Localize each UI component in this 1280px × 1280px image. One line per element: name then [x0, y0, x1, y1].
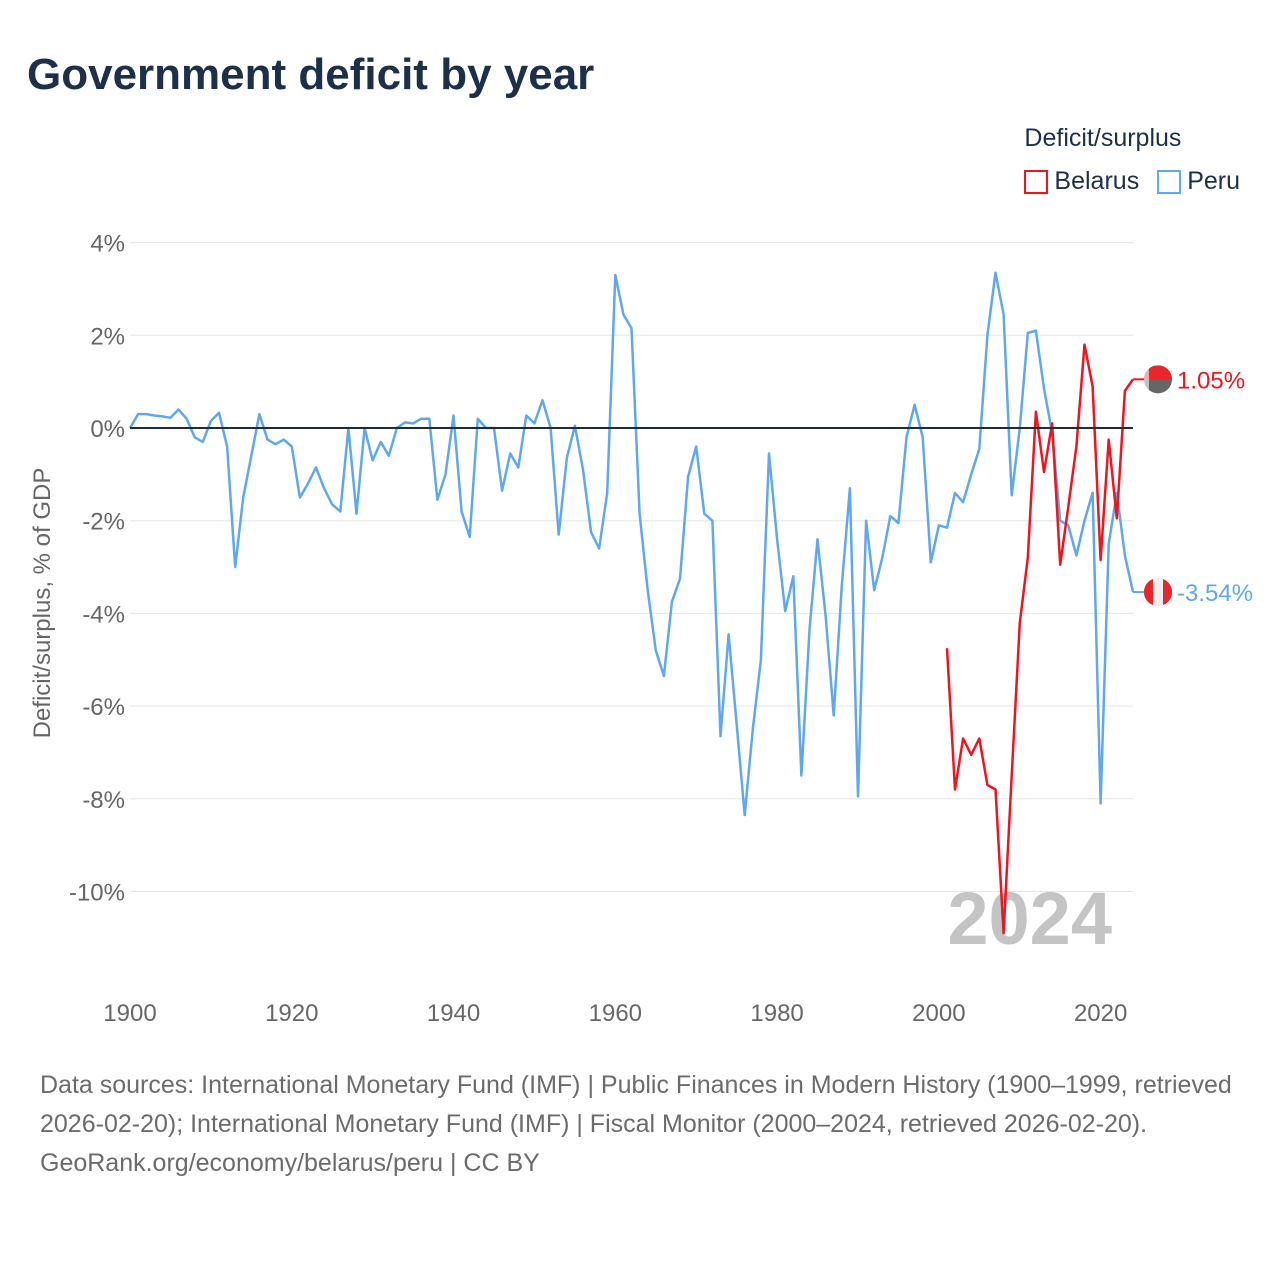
x-tick-label: 1960 [589, 1000, 642, 1027]
legend-item-peru[interactable]: Peru [1157, 167, 1240, 196]
data-sources: Data sources: International Monetary Fun… [40, 1071, 1232, 1138]
y-tick-label: 0% [90, 416, 125, 443]
legend: Deficit/surplus Belarus Peru [1024, 124, 1240, 196]
y-tick-label: -8% [82, 787, 125, 814]
x-tick-label: 1920 [265, 1000, 318, 1027]
series-line-belarus [945, 343, 1135, 935]
y-tick-label: -2% [82, 509, 125, 536]
x-tick-label: 1900 [103, 1000, 156, 1027]
series-line-peru [128, 271, 1135, 817]
legend-label-peru: Peru [1187, 167, 1240, 195]
legend-swatch-belarus [1024, 169, 1049, 194]
flag-belarus-ornament [1144, 365, 1149, 394]
legend-swatch-peru [1157, 169, 1182, 194]
x-tick-label: 1940 [427, 1000, 480, 1027]
footer: Data sources: International Monetary Fun… [40, 1066, 1240, 1183]
y-tick-label: 2% [90, 323, 125, 350]
flag-peru-left [1143, 578, 1153, 606]
y-tick-label: -6% [82, 694, 125, 721]
legend-item-belarus[interactable]: Belarus [1024, 167, 1139, 196]
y-tick-label: -4% [82, 601, 125, 628]
y-tick-label: -10% [69, 880, 125, 907]
line-chart: 2024 4% 2% 0% -2% -4% -6% -8% -10% 1900 1920 1940 19… [29, 231, 1253, 1027]
chart-title: Government deficit by year [27, 50, 595, 99]
end-label-peru: -3.54% [1177, 580, 1253, 607]
credit-link[interactable]: GeoRank.org/economy/belarus/peru | CC BY [40, 1149, 540, 1177]
x-tick-label: 2000 [912, 1000, 965, 1027]
x-tick-label: 1980 [750, 1000, 803, 1027]
legend-label-belarus: Belarus [1054, 167, 1140, 195]
y-axis-label: Deficit/surplus, % of GDP [29, 468, 56, 739]
x-tick-label: 2020 [1074, 1000, 1127, 1027]
flag-peru-right [1163, 578, 1173, 606]
year-watermark: 2024 [947, 877, 1112, 960]
legend-title: Deficit/surplus [1024, 124, 1182, 152]
flag-belarus-red [1144, 365, 1172, 380]
y-tick-label: 4% [90, 231, 125, 258]
end-label-belarus: 1.05% [1177, 367, 1245, 394]
